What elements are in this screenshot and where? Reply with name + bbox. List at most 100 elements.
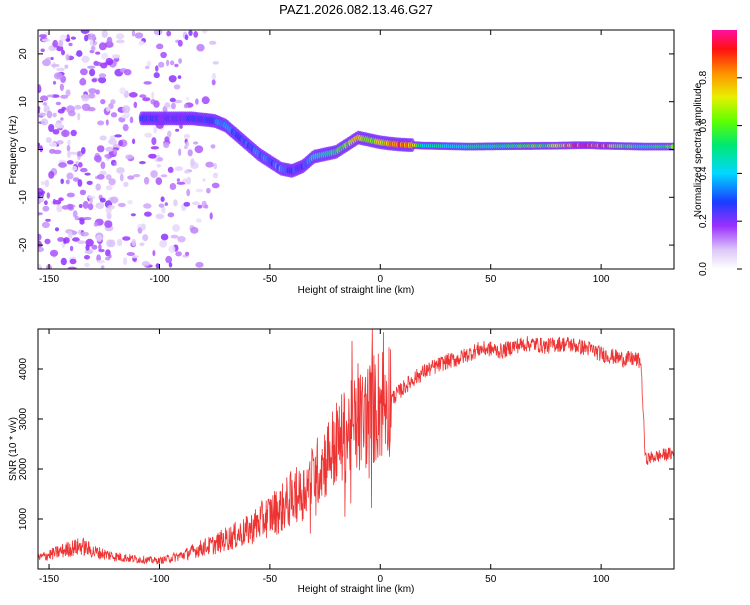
- heatmap-speckle: [167, 212, 175, 218]
- heatmap-speckle: [58, 162, 67, 168]
- heatmap-speckle: [195, 261, 204, 268]
- heatmap-speckle: [209, 212, 213, 220]
- heatmap-speckle: [98, 243, 102, 251]
- heatmap-speckle: [45, 218, 51, 222]
- heatmap-speckle: [100, 265, 105, 269]
- heatmap-speckle: [193, 141, 199, 145]
- heatmap-speckle: [119, 87, 126, 95]
- heatmap-speckle: [188, 30, 193, 36]
- heatmap-speckle: [81, 94, 90, 102]
- heatmap-speckle: [63, 129, 67, 137]
- heatmap-speckle: [143, 203, 152, 209]
- heatmap-speckle: [195, 98, 199, 105]
- heatmap-speckle: [120, 115, 129, 119]
- heatmap-speckle: [213, 162, 218, 170]
- heatmap-speckle: [177, 39, 183, 47]
- heatmap-speckle: [70, 129, 77, 137]
- heatmap-speckle: [184, 145, 188, 149]
- heatmap-speckle: [90, 45, 96, 51]
- heatmap-speckle: [41, 221, 50, 229]
- heatmap-speckle: [211, 72, 217, 81]
- heatmap-speckle: [209, 40, 217, 45]
- heatmap-speckle: [60, 178, 64, 185]
- colorbar-tick-label: 0.0: [698, 262, 709, 276]
- heatmap-speckle: [119, 173, 124, 182]
- heatmap-speckle: [59, 83, 64, 92]
- heatmap-speckle: [96, 259, 106, 264]
- heatmap-speckle: [133, 101, 138, 109]
- heatmap-speckle: [151, 91, 155, 100]
- heatmap-speckle: [91, 244, 98, 250]
- heatmap-speckle: [43, 105, 50, 113]
- heatmap-speckle: [52, 39, 58, 48]
- heatmap-speckle: [58, 39, 64, 48]
- colorbar-ticks: 0.0 0.2 0.4 0.6 0.8: [698, 70, 742, 276]
- heatmap-speckle: [210, 144, 216, 149]
- heatmap-speckle: [139, 94, 147, 98]
- heatmap-speckle: [170, 234, 179, 239]
- heatmap-speckle: [84, 172, 91, 176]
- spectrogram-y-label: Frequency (Hz): [8, 116, 19, 185]
- heatmap-speckle: [176, 181, 186, 185]
- heatmap-speckle: [141, 223, 146, 231]
- heatmap-speckle: [69, 151, 78, 155]
- heatmap-speckle: [53, 72, 63, 80]
- y-tick-label: 1000: [18, 507, 29, 530]
- heatmap-speckle: [50, 63, 60, 68]
- heatmap-speckle: [111, 54, 120, 58]
- heatmap-speckle: [75, 161, 79, 165]
- heatmap-speckle: [42, 102, 48, 106]
- heatmap-speckle: [157, 157, 164, 162]
- heatmap-speckle: [46, 94, 54, 98]
- heatmap-speckle: [164, 102, 170, 108]
- heatmap-speckle: [110, 112, 118, 118]
- heatmap-speckle: [168, 75, 177, 83]
- heatmap-speckle: [56, 67, 65, 72]
- heatmap-speckle: [39, 195, 45, 203]
- heatmap-speckle: [78, 204, 83, 208]
- heatmap-speckle: [104, 154, 110, 158]
- heatmap-speckle: [177, 236, 186, 243]
- x-tick-label: 50: [485, 274, 497, 285]
- heatmap-speckle: [93, 155, 101, 162]
- heatmap-speckle: [153, 126, 157, 134]
- heatmap-speckle: [155, 65, 159, 72]
- heatmap-speckle: [40, 118, 49, 126]
- heatmap-speckle: [93, 221, 99, 227]
- heatmap-speckle: [39, 34, 47, 38]
- heatmap-speckle: [161, 206, 166, 214]
- heatmap-speckle: [125, 154, 134, 160]
- colorbar: 0.0 0.2 0.4 0.6 0.8 Normalized spectral ampl…: [693, 30, 742, 276]
- heatmap-speckle: [166, 30, 172, 37]
- colorbar-tick-label: 0.6: [698, 118, 709, 132]
- heatmap-ridge-core: [670, 144, 674, 149]
- spectrogram-y-axis: -20 -10 0 10 20: [18, 48, 674, 252]
- heatmap-speckle: [105, 146, 114, 152]
- heatmap-speckle: [131, 30, 136, 37]
- x-tick-label: 50: [485, 574, 497, 585]
- heatmap-speckle: [122, 236, 131, 241]
- heatmap-speckle: [137, 227, 143, 234]
- heatmap-speckle: [96, 145, 105, 153]
- heatmap-speckle: [46, 192, 50, 199]
- heatmap-speckle: [185, 141, 190, 147]
- heatmap-speckle: [68, 230, 73, 239]
- heatmap-speckle: [100, 62, 108, 69]
- heatmap-speckle: [139, 242, 145, 247]
- heatmap-speckle: [160, 51, 167, 59]
- heatmap-speckle: [81, 77, 85, 86]
- heatmap-speckle: [127, 175, 135, 180]
- colorbar-tick-label: 0.8: [698, 70, 709, 84]
- heatmap-speckle: [67, 266, 77, 269]
- heatmap-speckle: [89, 196, 93, 204]
- heatmap-speckle: [117, 202, 126, 208]
- heatmap-speckle: [178, 58, 183, 64]
- heatmap-speckle: [187, 149, 193, 157]
- heatmap-speckle: [98, 42, 107, 51]
- heatmap-speckle: [105, 256, 111, 261]
- heatmap-speckle: [79, 189, 86, 196]
- colorbar-gradient: [712, 30, 737, 269]
- heatmap-speckle: [143, 81, 152, 85]
- heatmap-speckle: [65, 38, 71, 42]
- heatmap-speckle: [167, 166, 174, 173]
